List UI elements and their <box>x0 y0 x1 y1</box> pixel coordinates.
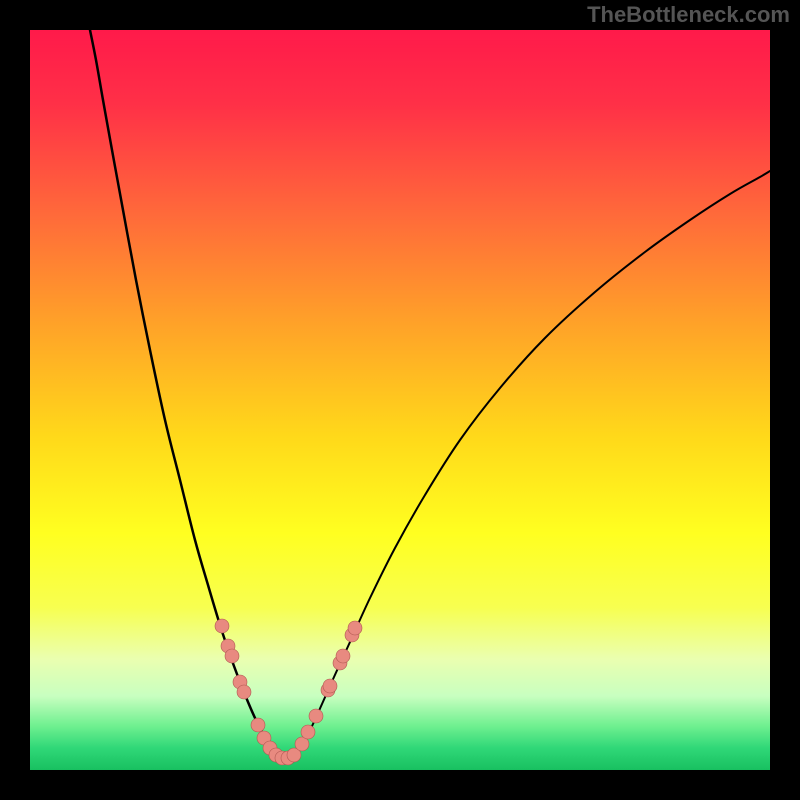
data-marker <box>237 685 251 699</box>
chart-container: TheBottleneck.com <box>0 0 800 800</box>
watermark-text: TheBottleneck.com <box>587 2 790 28</box>
data-marker <box>251 718 265 732</box>
chart-svg <box>30 30 770 770</box>
gradient-background <box>30 30 770 770</box>
data-marker <box>225 649 239 663</box>
data-marker <box>215 619 229 633</box>
data-marker <box>309 709 323 723</box>
plot-area <box>30 30 770 770</box>
data-marker <box>348 621 362 635</box>
data-marker <box>323 679 337 693</box>
data-marker <box>336 649 350 663</box>
data-marker <box>301 725 315 739</box>
